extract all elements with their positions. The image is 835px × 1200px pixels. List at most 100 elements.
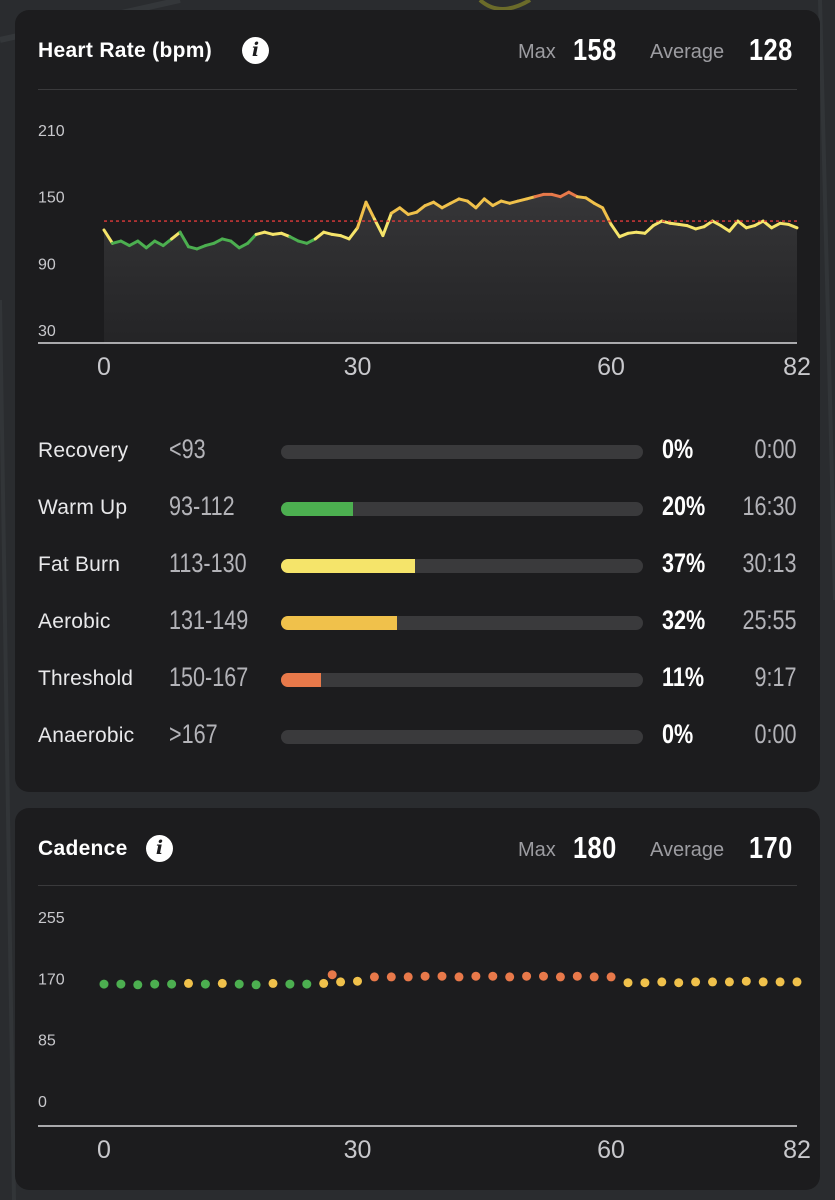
- heart-rate-segment: [651, 219, 664, 228]
- average-label: Average: [650, 839, 725, 861]
- heart-rate-segment: [288, 235, 300, 243]
- heart-rate-segment: [212, 237, 224, 245]
- zone-bar-fill: [281, 673, 321, 687]
- heart-rate-segment: [609, 222, 621, 239]
- zone-name: Anaerobic: [38, 724, 135, 747]
- heart-rate-segment: [787, 222, 799, 230]
- cadence-point: [572, 971, 582, 981]
- heart-rate-segment: [389, 206, 402, 215]
- heart-rate-segment: [305, 237, 317, 245]
- zone-name: Aerobic: [38, 610, 111, 633]
- zone-row-recovery: Recovery <93 0% 0:00: [15, 431, 820, 471]
- cadence-point: [640, 978, 650, 988]
- heart-rate-segment: [280, 231, 292, 239]
- cadence-point: [758, 977, 768, 987]
- cadence-point: [167, 979, 177, 989]
- info-icon[interactable]: i: [242, 37, 269, 64]
- cadence-point: [99, 979, 109, 989]
- y-tick-label: 255: [38, 910, 65, 927]
- cadence-point: [184, 978, 193, 988]
- cadence-point: [353, 976, 362, 986]
- y-tick-label: 90: [38, 256, 56, 273]
- heart-rate-segment: [237, 241, 250, 250]
- heart-rate-segment: [364, 200, 376, 221]
- heart-rate-segment: [474, 197, 486, 210]
- zone-bar-track: [281, 730, 643, 744]
- cadence-point: [302, 979, 312, 989]
- cadence-point: [539, 971, 548, 981]
- cadence-point: [420, 971, 430, 981]
- cadence-point: [606, 972, 616, 982]
- cadence-point: [234, 979, 244, 989]
- cadence-point: [522, 971, 532, 981]
- heart-rate-area: [104, 192, 797, 343]
- heart-rate-segment: [558, 190, 571, 199]
- y-tick-label: 150: [38, 190, 65, 207]
- x-tick-label: 82: [783, 353, 811, 381]
- heart-rate-segment: [702, 219, 714, 229]
- cadence-point: [657, 977, 667, 987]
- header-divider: [38, 89, 797, 90]
- heart-rate-segment: [356, 200, 368, 230]
- heart-rate-segment: [761, 219, 774, 230]
- zone-percent: 37%: [662, 548, 706, 578]
- zone-row-aerobic: Aerobic 131-149 32% 25:55: [15, 602, 820, 642]
- heart-rate-segment: [449, 197, 461, 205]
- zone-name: Fat Burn: [38, 553, 121, 576]
- zone-percent: 20%: [662, 491, 706, 521]
- zone-time: 30:13: [742, 548, 797, 578]
- average-label: Average: [650, 41, 725, 63]
- heart-rate-segment: [136, 239, 148, 250]
- zone-bar-fill: [281, 502, 354, 516]
- max-label: Max: [518, 41, 556, 63]
- cadence-point: [116, 979, 126, 989]
- cadence-point: [488, 971, 498, 981]
- heart-rate-segment: [381, 211, 393, 238]
- zone-time: 0:00: [754, 719, 797, 749]
- zone-range: <93: [169, 434, 206, 464]
- heart-rate-segment: [491, 199, 503, 208]
- cadence-point: [555, 972, 565, 982]
- heart-rate-chart: 30 90 150 210 0 30 60 82: [38, 123, 811, 381]
- zone-range: 131-149: [169, 605, 249, 635]
- zone-percent: 32%: [662, 605, 706, 635]
- cadence-point: [623, 978, 633, 988]
- max-label: Max: [518, 839, 556, 861]
- zone-time: 25:55: [742, 605, 797, 635]
- average-value: 128: [749, 32, 793, 67]
- cadence-point: [674, 978, 684, 988]
- heart-rate-segment: [229, 239, 241, 250]
- zone-bar-track: [281, 673, 643, 687]
- zone-row-warm-up: Warm Up 93-112 20% 16:30: [15, 488, 820, 528]
- cadence-point: [133, 980, 143, 990]
- heart-rate-segment: [592, 201, 605, 210]
- zone-row-threshold: Threshold 150-167 11% 9:17: [15, 659, 820, 699]
- heart-rate-segment: [465, 199, 478, 210]
- cadence-point: [217, 978, 227, 988]
- heart-rate-segment: [161, 237, 174, 248]
- zone-range: 113-130: [169, 548, 247, 578]
- cadence-chart: 0 85 170 255 0 30 60 82: [38, 910, 811, 1164]
- cadence-point: [200, 979, 210, 989]
- header-divider: [38, 885, 797, 886]
- x-tick-label: 82: [783, 1136, 811, 1164]
- cadence-point: [327, 970, 337, 980]
- y-tick-label: 170: [38, 971, 65, 988]
- zone-time: 0:00: [754, 434, 797, 464]
- heart-rate-segment: [347, 226, 359, 241]
- heart-rate-segment: [119, 239, 131, 248]
- heart-rate-segment: [440, 201, 452, 210]
- cadence-point: [505, 972, 515, 982]
- cadence-title: Cadence: [38, 837, 128, 860]
- cadence-point: [741, 976, 751, 986]
- zone-time: 16:30: [742, 491, 797, 521]
- heart-rate-segment: [153, 239, 165, 248]
- info-icon[interactable]: i: [146, 835, 173, 862]
- cadence-point: [454, 972, 464, 982]
- zone-bar-track: [281, 616, 643, 630]
- heart-rate-segment: [339, 234, 351, 241]
- heart-rate-segment: [423, 200, 436, 208]
- max-value: 158: [573, 32, 617, 67]
- y-tick-label: 0: [38, 1094, 47, 1111]
- cadence-card: Cadence i Max 180 Average 170 0 85 170 255 …: [15, 808, 820, 1190]
